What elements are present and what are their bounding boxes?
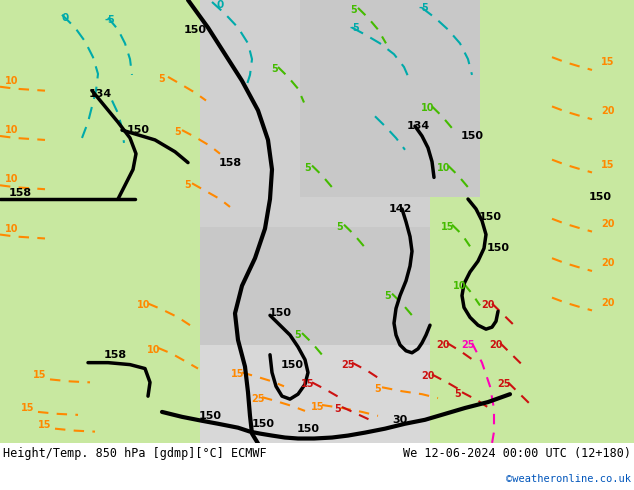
Text: 158: 158 <box>8 188 32 198</box>
Text: 0: 0 <box>61 13 68 23</box>
Text: 5: 5 <box>455 389 462 399</box>
Text: 134: 134 <box>88 89 112 98</box>
Polygon shape <box>200 0 430 227</box>
Text: 25: 25 <box>497 379 511 390</box>
Text: 10: 10 <box>421 103 435 113</box>
Text: 25: 25 <box>341 360 355 369</box>
Text: 15: 15 <box>38 420 52 430</box>
Text: -5: -5 <box>418 3 429 13</box>
Text: 15: 15 <box>311 402 325 412</box>
Text: 150: 150 <box>127 125 150 135</box>
Text: 150: 150 <box>297 424 320 434</box>
Text: 20: 20 <box>601 258 615 268</box>
Polygon shape <box>300 0 480 197</box>
Text: 10: 10 <box>437 163 451 172</box>
Text: 15: 15 <box>33 370 47 380</box>
Text: 15: 15 <box>601 160 615 170</box>
Text: 10: 10 <box>5 223 19 234</box>
Text: 150: 150 <box>479 212 501 222</box>
Text: 10: 10 <box>453 281 467 291</box>
Text: 5: 5 <box>375 384 382 394</box>
Text: 10: 10 <box>147 345 161 355</box>
Polygon shape <box>0 0 634 443</box>
Text: 0: 0 <box>216 0 224 10</box>
Text: 5: 5 <box>351 5 358 15</box>
Text: 10: 10 <box>5 125 19 135</box>
Text: 15: 15 <box>22 403 35 413</box>
Text: 158: 158 <box>103 350 127 360</box>
Text: 15: 15 <box>441 221 455 232</box>
Text: 150: 150 <box>198 411 221 421</box>
Text: 10: 10 <box>5 174 19 184</box>
Text: 5: 5 <box>158 74 165 84</box>
Text: 142: 142 <box>388 204 411 214</box>
Text: -5: -5 <box>349 23 360 33</box>
Text: 5: 5 <box>304 163 311 172</box>
Text: 20: 20 <box>489 340 503 350</box>
Text: 20: 20 <box>601 219 615 229</box>
Text: 5: 5 <box>385 291 391 301</box>
Text: 5: 5 <box>174 127 181 137</box>
Text: 20: 20 <box>481 300 495 311</box>
Text: 25: 25 <box>251 394 265 404</box>
Text: 10: 10 <box>137 300 151 311</box>
Text: 30: 30 <box>392 415 408 425</box>
Text: 20: 20 <box>421 371 435 381</box>
Text: 150: 150 <box>280 360 304 369</box>
Text: 150: 150 <box>588 192 612 202</box>
Text: 5: 5 <box>295 330 301 340</box>
Text: 150: 150 <box>460 131 484 141</box>
Polygon shape <box>200 345 430 443</box>
Text: 20: 20 <box>601 297 615 308</box>
Polygon shape <box>0 0 200 443</box>
Text: 150: 150 <box>183 24 207 35</box>
Text: ©weatheronline.co.uk: ©weatheronline.co.uk <box>506 474 631 484</box>
Text: 5: 5 <box>184 180 191 190</box>
Text: 15: 15 <box>601 57 615 67</box>
Text: 134: 134 <box>406 121 430 131</box>
Text: 5: 5 <box>337 221 344 232</box>
Text: 150: 150 <box>252 419 275 429</box>
Text: 5: 5 <box>335 404 341 414</box>
Text: 10: 10 <box>5 76 19 86</box>
Text: 25: 25 <box>462 340 475 350</box>
Text: 150: 150 <box>269 308 292 318</box>
Text: 20: 20 <box>601 106 615 116</box>
Text: Height/Temp. 850 hPa [gdmp][°C] ECMWF: Height/Temp. 850 hPa [gdmp][°C] ECMWF <box>3 447 267 460</box>
Polygon shape <box>430 0 634 443</box>
Text: -5: -5 <box>105 15 115 24</box>
Text: 15: 15 <box>301 379 314 390</box>
Text: We 12-06-2024 00:00 UTC (12+180): We 12-06-2024 00:00 UTC (12+180) <box>403 447 631 460</box>
Text: 20: 20 <box>436 340 450 350</box>
Text: 150: 150 <box>486 244 510 253</box>
Text: 15: 15 <box>231 369 245 379</box>
Text: 158: 158 <box>219 158 242 168</box>
Text: 5: 5 <box>271 64 278 74</box>
